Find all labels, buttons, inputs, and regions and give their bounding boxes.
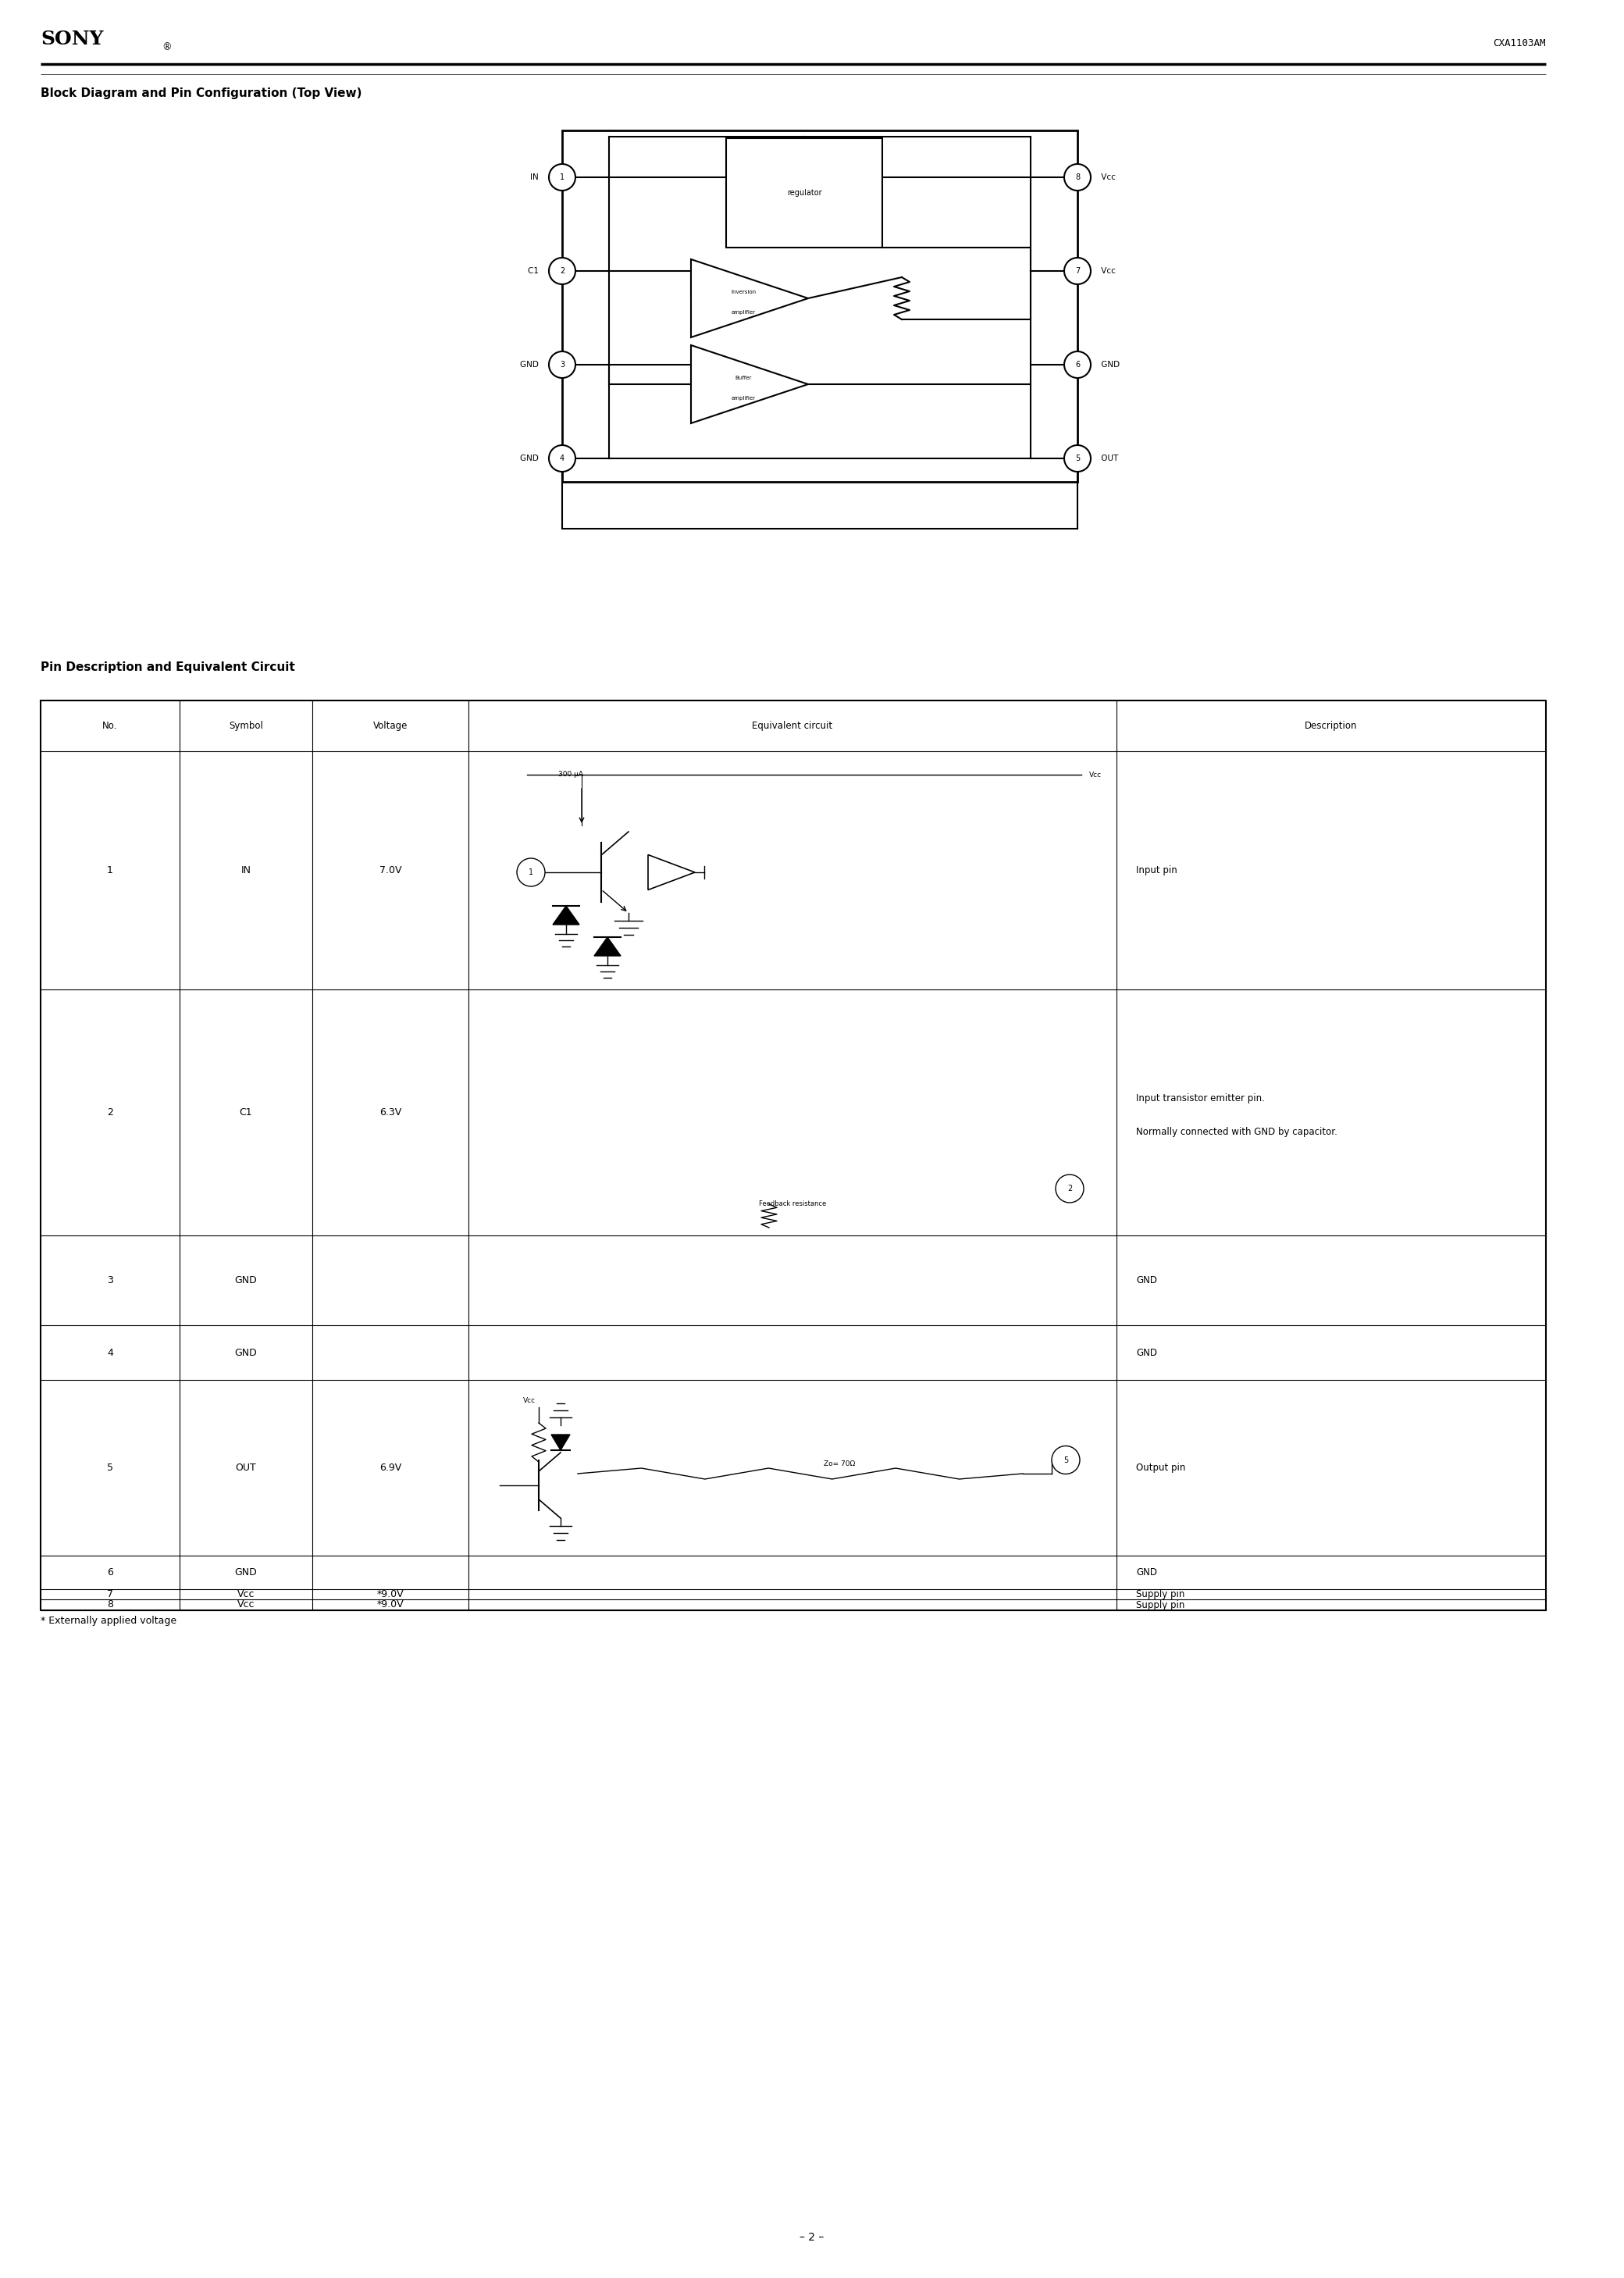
Text: Vcc: Vcc [1098, 173, 1116, 182]
Circle shape [1064, 257, 1091, 285]
Text: OUT: OUT [235, 1462, 257, 1474]
Text: GND: GND [520, 456, 541, 462]
Text: 6: 6 [1075, 360, 1080, 369]
Text: ®: ® [162, 43, 172, 52]
Text: 2: 2 [107, 1107, 114, 1118]
Text: 6.3V: 6.3V [380, 1107, 401, 1118]
Text: Normally connected with GND by capacitor.: Normally connected with GND by capacitor… [1137, 1128, 1337, 1137]
Text: 3: 3 [107, 1276, 114, 1285]
Bar [726, 139, 882, 248]
Text: Supply pin: Supply pin [1137, 1599, 1186, 1611]
Text: Voltage: Voltage [374, 720, 408, 731]
Text: Vcc: Vcc [237, 1590, 255, 1599]
Circle shape [516, 859, 546, 886]
Text: – 2 –: – 2 – [799, 2232, 825, 2244]
Text: 1: 1 [560, 173, 565, 182]
Text: SONY: SONY [41, 30, 104, 48]
Text: 1: 1 [107, 866, 114, 875]
Text: IN: IN [240, 866, 252, 875]
Text: 2: 2 [1067, 1185, 1072, 1191]
Text: Inversion: Inversion [731, 289, 755, 294]
Text: 5: 5 [107, 1462, 114, 1474]
Text: Symbol: Symbol [229, 720, 263, 731]
Text: 4: 4 [560, 456, 565, 462]
Text: No.: No. [102, 720, 117, 731]
Text: 300 μA: 300 μA [559, 770, 583, 777]
Text: 5: 5 [1064, 1456, 1069, 1465]
Text: IN: IN [529, 173, 541, 182]
Text: Input pin: Input pin [1137, 866, 1177, 875]
Text: 5: 5 [1075, 456, 1080, 462]
Text: Zo= 70Ω: Zo= 70Ω [823, 1460, 856, 1467]
Text: GND: GND [235, 1567, 257, 1576]
Text: 2: 2 [560, 267, 565, 276]
Text: Input transistor emitter pin.: Input transistor emitter pin. [1137, 1093, 1265, 1103]
Text: Description: Description [1304, 720, 1358, 731]
Circle shape [549, 351, 575, 378]
Text: GND: GND [1137, 1276, 1156, 1285]
Text: 8: 8 [107, 1599, 114, 1611]
Circle shape [549, 164, 575, 191]
Polygon shape [552, 907, 580, 925]
Text: Output pin: Output pin [1137, 1462, 1186, 1474]
Text: Buffer: Buffer [736, 376, 752, 380]
Polygon shape [594, 936, 620, 957]
Text: 3: 3 [560, 360, 565, 369]
Text: GND: GND [520, 360, 541, 369]
Circle shape [549, 257, 575, 285]
Text: GND: GND [1137, 1349, 1156, 1358]
Text: 6: 6 [107, 1567, 114, 1576]
Text: Supply pin: Supply pin [1137, 1590, 1186, 1599]
Text: GND: GND [235, 1276, 257, 1285]
Circle shape [1064, 164, 1091, 191]
Text: 7: 7 [107, 1590, 114, 1599]
Text: Vcc: Vcc [237, 1599, 255, 1611]
Text: Feedback resistance: Feedback resistance [758, 1201, 827, 1207]
Text: GND: GND [1137, 1567, 1156, 1576]
Polygon shape [690, 260, 809, 337]
Text: C1: C1 [528, 267, 541, 276]
Text: 7: 7 [1075, 267, 1080, 276]
Text: GND: GND [1098, 360, 1119, 369]
Text: Vcc: Vcc [523, 1396, 536, 1403]
Circle shape [1064, 444, 1091, 472]
Polygon shape [551, 1435, 570, 1451]
Text: Vcc: Vcc [1090, 772, 1101, 779]
Text: 6.9V: 6.9V [380, 1462, 401, 1474]
Text: 1: 1 [528, 868, 533, 877]
Text: * Externally applied voltage: * Externally applied voltage [41, 1615, 177, 1626]
Circle shape [549, 444, 575, 472]
Text: Block Diagram and Pin Configuration (Top View): Block Diagram and Pin Configuration (Top… [41, 87, 362, 100]
Text: *9.0V: *9.0V [377, 1590, 404, 1599]
Circle shape [1052, 1447, 1080, 1474]
Text: Vcc: Vcc [1098, 267, 1116, 276]
Text: 8: 8 [1075, 173, 1080, 182]
Text: C1: C1 [239, 1107, 252, 1118]
Text: amplifier: amplifier [731, 310, 755, 314]
Circle shape [1064, 351, 1091, 378]
Text: Pin Description and Equivalent Circuit: Pin Description and Equivalent Circuit [41, 661, 296, 674]
Bar [562, 130, 1077, 483]
Text: CXA1103AM: CXA1103AM [1492, 39, 1546, 48]
Text: *9.0V: *9.0V [377, 1599, 404, 1611]
Text: regulator: regulator [786, 189, 822, 196]
Circle shape [1056, 1175, 1083, 1203]
Polygon shape [690, 346, 809, 424]
Text: 7.0V: 7.0V [380, 866, 401, 875]
Text: amplifier: amplifier [731, 396, 755, 401]
Text: GND: GND [235, 1349, 257, 1358]
Text: 4: 4 [107, 1349, 114, 1358]
Text: Equivalent circuit: Equivalent circuit [752, 720, 833, 731]
Polygon shape [648, 854, 695, 891]
Text: OUT: OUT [1098, 456, 1119, 462]
